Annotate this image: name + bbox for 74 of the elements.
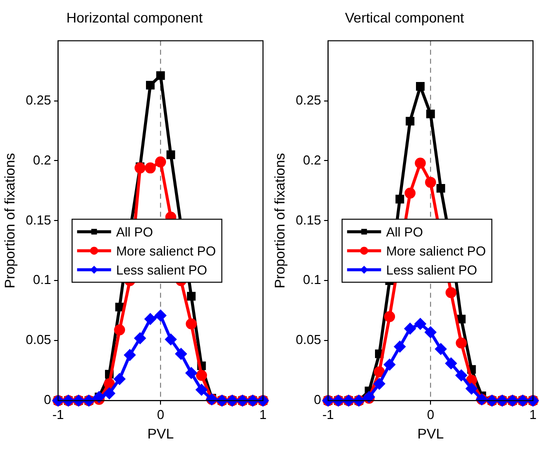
y-tick-label: 0 xyxy=(44,392,52,408)
y-tick-label: 0.05 xyxy=(26,332,52,348)
point xyxy=(104,388,115,399)
point xyxy=(384,359,396,370)
point xyxy=(374,366,385,378)
point xyxy=(456,314,466,324)
point xyxy=(115,302,124,312)
point xyxy=(165,334,176,345)
legend-label: More salienct PO xyxy=(386,243,486,258)
point xyxy=(196,384,208,396)
point xyxy=(144,162,156,174)
point xyxy=(186,368,197,379)
y-tick-label: 0.25 xyxy=(26,92,52,108)
point xyxy=(456,370,467,381)
point xyxy=(156,71,165,80)
y-tick-label: 0 xyxy=(314,392,322,408)
y-tick-label: 0.2 xyxy=(33,152,52,168)
point xyxy=(146,80,155,90)
x-tick-label: 0 xyxy=(426,406,434,422)
y-tick-label: 0.1 xyxy=(33,272,52,288)
y-tick-label: 0.05 xyxy=(296,332,322,348)
point xyxy=(166,150,176,160)
point xyxy=(394,341,406,352)
point xyxy=(416,82,425,91)
point xyxy=(124,350,136,361)
point xyxy=(446,358,457,369)
x-tick-label: -1 xyxy=(52,406,64,422)
x-tick-label: 1 xyxy=(259,406,267,422)
y-tick-label: 0.1 xyxy=(303,272,322,288)
point xyxy=(155,156,166,168)
point xyxy=(425,176,436,188)
point xyxy=(104,378,115,390)
point xyxy=(186,318,197,330)
point xyxy=(466,383,478,394)
y-tick-label: 0.2 xyxy=(303,152,322,168)
point xyxy=(114,324,126,336)
point xyxy=(436,184,446,193)
point xyxy=(395,194,404,204)
legend-label: All PO xyxy=(386,224,423,240)
legend-label: All PO xyxy=(116,224,153,240)
point xyxy=(134,332,146,344)
point xyxy=(404,188,416,199)
legend-label: More salienct PO xyxy=(116,243,216,258)
point xyxy=(176,348,187,360)
point xyxy=(374,378,385,390)
x-tick-label: -1 xyxy=(322,406,334,422)
chart-title: Horizontal component xyxy=(66,9,203,26)
point xyxy=(384,311,396,322)
chart-title: Vertical component xyxy=(344,9,464,26)
y-tick-label: 0.15 xyxy=(26,212,52,228)
point xyxy=(196,370,208,381)
point xyxy=(114,374,126,385)
x-axis-title: PVL xyxy=(147,425,174,442)
point xyxy=(425,326,436,338)
y-axis-title: Proportion of fixations xyxy=(1,152,18,288)
point xyxy=(406,116,414,126)
point xyxy=(435,344,446,355)
x-tick-label: 1 xyxy=(529,406,537,422)
y-tick-label: 0.25 xyxy=(296,92,322,108)
point xyxy=(404,323,416,334)
point xyxy=(186,292,196,301)
y-tick-label: 0.15 xyxy=(296,212,322,228)
point xyxy=(456,338,467,349)
legend-label: Less salient PO xyxy=(386,262,478,278)
x-axis-title: PVL xyxy=(417,425,444,442)
point xyxy=(446,287,457,298)
legend-label: Less salient PO xyxy=(116,262,208,278)
y-axis-title: Proportion of fixations xyxy=(271,152,288,288)
point xyxy=(414,158,426,169)
point xyxy=(155,310,166,321)
point xyxy=(144,314,156,325)
point xyxy=(414,318,426,330)
point xyxy=(426,110,435,118)
x-tick-label: 0 xyxy=(156,406,164,422)
